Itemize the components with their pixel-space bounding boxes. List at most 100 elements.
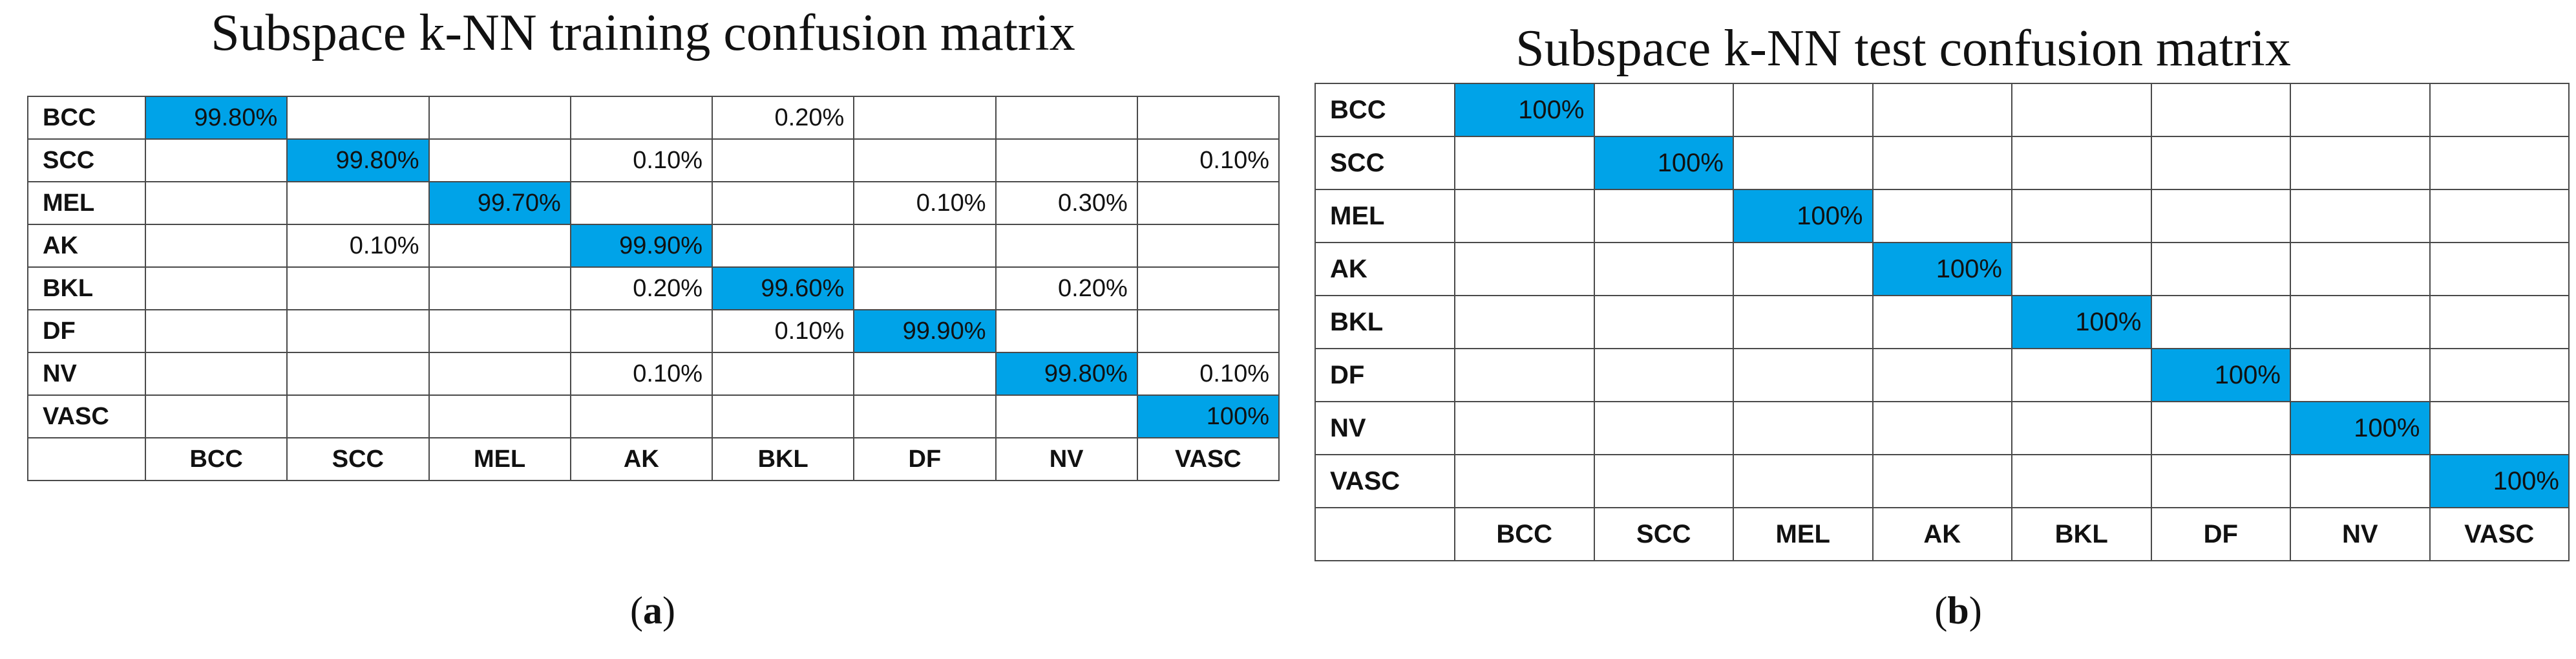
column-label: MEL <box>428 437 571 481</box>
matrix-cell <box>2290 348 2431 402</box>
column-label: DF <box>2150 507 2291 561</box>
matrix-cell <box>1733 242 1874 296</box>
row-label: SCC <box>1314 136 1455 190</box>
matrix-cell <box>1593 348 1734 402</box>
matrix-cell <box>1872 401 2012 455</box>
matrix-cell <box>286 181 430 225</box>
matrix-cell <box>1733 454 1874 508</box>
diagonal-cell: 99.80% <box>144 96 288 140</box>
matrix-cell <box>144 352 288 396</box>
matrix-cell <box>1454 189 1595 243</box>
matrix-cell <box>1733 348 1874 402</box>
matrix-row: VASC 100% <box>27 394 1280 438</box>
matrix-cell <box>144 224 288 268</box>
matrix-cell <box>1593 189 1734 243</box>
matrix-cell <box>1733 295 1874 349</box>
row-label: VASC <box>27 394 146 438</box>
matrix-cell <box>428 394 571 438</box>
matrix-cell <box>853 138 997 182</box>
matrix-cell <box>2429 401 2570 455</box>
matrix-cell <box>711 138 855 182</box>
matrix-cell <box>144 266 288 310</box>
matrix-cell <box>1136 266 1280 310</box>
column-label: BCC <box>1454 507 1595 561</box>
matrix-cell: 0.10% <box>1136 352 1280 396</box>
matrix-cell <box>2429 242 2570 296</box>
matrix-cell <box>853 96 997 140</box>
matrix-cell <box>286 96 430 140</box>
row-label: VASC <box>1314 454 1455 508</box>
column-label: NV <box>2290 507 2431 561</box>
matrix-cell <box>1733 136 1874 190</box>
matrix-cell <box>286 266 430 310</box>
matrix-row: VASC 100% <box>1314 454 2570 508</box>
matrix-cell <box>144 394 288 438</box>
matrix-cell <box>428 309 571 353</box>
matrix-row: MEL 100% <box>1314 189 2570 243</box>
matrix-cell <box>2011 348 2152 402</box>
corner-cell <box>27 437 146 481</box>
matrix-row: DF 0.10% 99.90% <box>27 309 1280 353</box>
diagonal-cell: 99.80% <box>995 352 1138 396</box>
column-label: AK <box>1872 507 2012 561</box>
matrix-cell <box>1872 189 2012 243</box>
diagonal-cell: 100% <box>2011 295 2152 349</box>
column-label: SCC <box>286 437 430 481</box>
training-confusion-matrix: BCC 99.80% 0.20% SCC 99.80% 0.10% 0.10% MEL 99.7… <box>27 96 1280 481</box>
column-label: MEL <box>1733 507 1874 561</box>
matrix-cell <box>853 394 997 438</box>
row-label: SCC <box>27 138 146 182</box>
diagonal-cell: 100% <box>2290 401 2431 455</box>
diagonal-cell: 99.70% <box>428 181 571 225</box>
matrix-row: BKL 0.20% 99.60% 0.20% <box>27 266 1280 310</box>
test-matrix-title: Subspace k-NN test confusion matrix <box>1515 20 2291 77</box>
matrix-cell <box>2011 83 2152 137</box>
matrix-cell <box>995 138 1138 182</box>
column-label: NV <box>995 437 1138 481</box>
matrix-cell <box>1593 83 1734 137</box>
diagonal-cell: 99.80% <box>286 138 430 182</box>
matrix-cell: 0.20% <box>995 266 1138 310</box>
test-confusion-matrix: BCC 100% SCC 100% MEL 100% AK 100% BKL 100% DF 100%… <box>1314 83 2570 561</box>
matrix-cell <box>2011 189 2152 243</box>
matrix-row: BKL 100% <box>1314 295 2570 349</box>
matrix-cell <box>711 224 855 268</box>
matrix-cell <box>286 352 430 396</box>
column-label: BCC <box>144 437 288 481</box>
matrix-cell <box>711 352 855 396</box>
matrix-cell <box>2150 454 2291 508</box>
matrix-cell: 0.30% <box>995 181 1138 225</box>
matrix-cell <box>711 181 855 225</box>
row-label: BKL <box>27 266 146 310</box>
diagonal-cell: 100% <box>1872 242 2012 296</box>
matrix-cell <box>428 266 571 310</box>
matrix-cell <box>1136 309 1280 353</box>
matrix-cell <box>1454 401 1595 455</box>
matrix-cell <box>428 96 571 140</box>
matrix-cell <box>2011 136 2152 190</box>
matrix-cell <box>428 138 571 182</box>
matrix-cell <box>1136 224 1280 268</box>
matrix-cell <box>144 309 288 353</box>
diagonal-cell: 100% <box>2429 454 2570 508</box>
matrix-cell <box>853 352 997 396</box>
matrix-cell <box>428 352 571 396</box>
matrix-cell <box>144 138 288 182</box>
matrix-cell <box>2011 454 2152 508</box>
matrix-row: DF 100% <box>1314 348 2570 402</box>
matrix-cell <box>1593 295 1734 349</box>
matrix-cell <box>569 394 713 438</box>
matrix-cell <box>995 309 1138 353</box>
matrix-row: AK 100% <box>1314 242 2570 296</box>
matrix-cell <box>1454 295 1595 349</box>
matrix-row: SCC 99.80% 0.10% 0.10% <box>27 138 1280 182</box>
matrix-cell <box>2290 189 2431 243</box>
matrix-cell <box>1593 401 1734 455</box>
column-label: BKL <box>2011 507 2152 561</box>
diagonal-cell: 99.90% <box>853 309 997 353</box>
diagonal-cell: 99.60% <box>711 266 855 310</box>
matrix-cell <box>1593 454 1734 508</box>
matrix-cell <box>2429 295 2570 349</box>
matrix-cell <box>2150 242 2291 296</box>
diagonal-cell: 100% <box>2150 348 2291 402</box>
